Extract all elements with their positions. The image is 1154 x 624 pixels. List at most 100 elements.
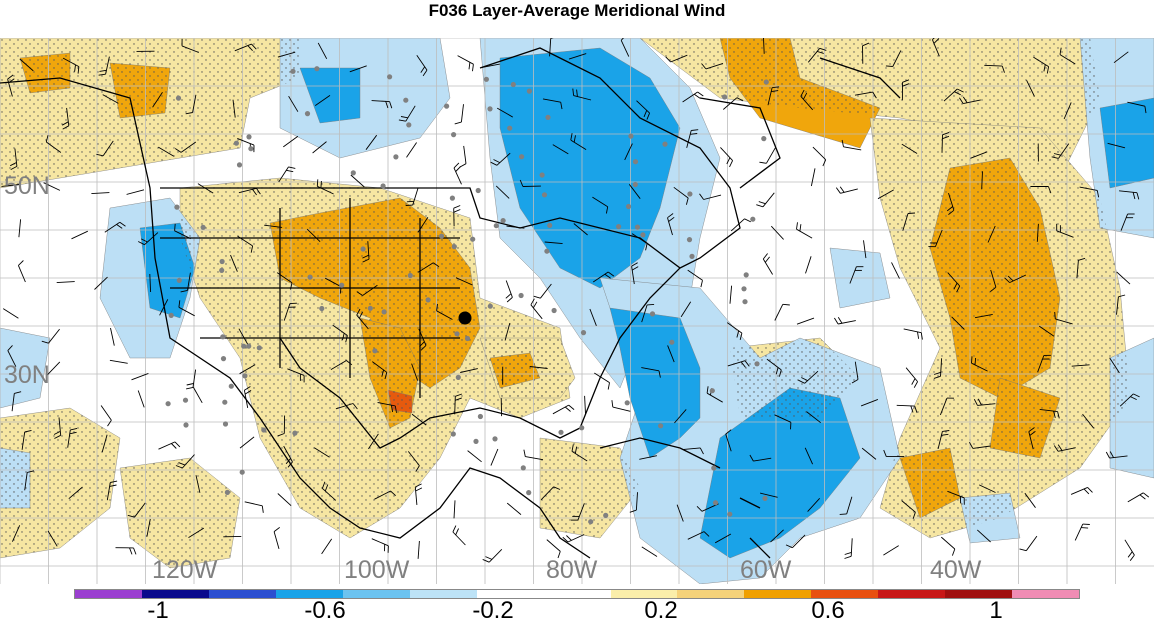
station-dot [501, 218, 506, 223]
lat-label-30n: 30N [4, 363, 50, 388]
station-dot [451, 431, 456, 436]
station-dot [246, 344, 251, 349]
lon-label-60w: 60W [740, 558, 791, 583]
station-dot [741, 286, 746, 291]
station-dot [174, 205, 179, 210]
station-dot [687, 237, 692, 242]
station-dot [452, 244, 457, 249]
station-dot [526, 490, 531, 495]
station-dot [314, 66, 319, 71]
wind-barb-feather [175, 224, 176, 231]
station-dot [527, 89, 532, 94]
colorbar-tick-label: 0.2 [644, 599, 677, 623]
map-panel: 50N 30N 120W 100W 80W 60W 40W [0, 38, 1154, 584]
station-dot [406, 122, 411, 127]
station-dot [305, 111, 310, 116]
station-dot [762, 496, 767, 501]
station-dot [381, 183, 386, 188]
station-dot [220, 334, 225, 339]
station-dot [519, 154, 524, 159]
station-dot [540, 172, 545, 177]
station-dot [711, 465, 716, 470]
station-dot [308, 275, 313, 280]
station-dot [603, 513, 608, 518]
colorbar-swatch [544, 590, 611, 598]
station-dot [625, 400, 630, 405]
station-dot [545, 115, 550, 120]
colorbar-swatch [209, 590, 276, 598]
station-dot [626, 204, 631, 209]
station-dot [234, 141, 239, 146]
station-dot [713, 500, 718, 505]
station-dot [484, 77, 489, 82]
colorbar [74, 589, 1080, 599]
station-dot [658, 423, 663, 428]
station-dot [456, 375, 461, 380]
station-dot [451, 132, 456, 137]
station-dot [750, 217, 755, 222]
colorbar-tick-label: -1 [147, 599, 168, 623]
wind-barb [455, 396, 456, 414]
lon-label-120w: 120W [152, 558, 217, 583]
station-dot [229, 384, 234, 389]
lon-label-100w: 100W [344, 558, 409, 583]
station-dot [494, 223, 499, 228]
wind-barb-feather [975, 358, 976, 365]
wind-barb-feather [407, 201, 414, 202]
station-dot [511, 82, 516, 87]
wind-barb-feather [972, 356, 973, 363]
station-dot [558, 430, 563, 435]
colorbar-tick-label: -0.6 [304, 599, 345, 623]
station-dot [710, 388, 715, 393]
station-dot [426, 297, 431, 302]
station-dot [290, 69, 295, 74]
colorbar-tick-label: -0.2 [472, 599, 513, 623]
wind-barb-feather [908, 213, 915, 214]
wind-barb-feather [647, 304, 654, 305]
station-dot [581, 330, 586, 335]
station-dot [439, 234, 444, 239]
station-dot [241, 344, 246, 349]
station-dot [488, 304, 493, 309]
highlight-station-dot [459, 312, 472, 325]
station-dot [473, 439, 478, 444]
station-dot [742, 299, 747, 304]
station-dot [246, 134, 251, 139]
station-dot [507, 126, 512, 131]
station-dot [669, 340, 674, 345]
station-dot [542, 192, 547, 197]
station-dot [519, 293, 524, 298]
station-dot [640, 232, 645, 237]
station-dot [662, 142, 667, 147]
colorbar-swatch [1012, 590, 1079, 598]
station-dot [764, 79, 769, 84]
station-dot [257, 345, 262, 350]
station-dot [382, 309, 387, 314]
station-dot [177, 278, 182, 283]
station-dot [450, 196, 455, 201]
lat-label-50n: 50N [4, 174, 50, 199]
station-dot [633, 159, 638, 164]
station-dot [722, 94, 727, 99]
lon-label-40w: 40W [930, 558, 981, 583]
station-dot [552, 308, 557, 313]
station-dot [221, 356, 226, 361]
station-dot [650, 311, 655, 316]
station-dot [242, 373, 247, 378]
station-dot [223, 421, 228, 426]
station-dot [183, 422, 188, 427]
station-dot [616, 224, 621, 229]
station-dot [183, 398, 188, 403]
station-dot [521, 465, 526, 470]
station-dot [240, 470, 245, 475]
station-dot [754, 361, 759, 366]
wind-barb-feather [1081, 528, 1088, 529]
station-dot [544, 249, 549, 254]
station-dot [687, 191, 692, 196]
station-dot [547, 223, 552, 228]
station-dot [478, 414, 483, 419]
station-dot [237, 162, 242, 167]
station-dot [368, 306, 373, 311]
station-dot [444, 104, 449, 109]
station-dot [744, 272, 749, 277]
